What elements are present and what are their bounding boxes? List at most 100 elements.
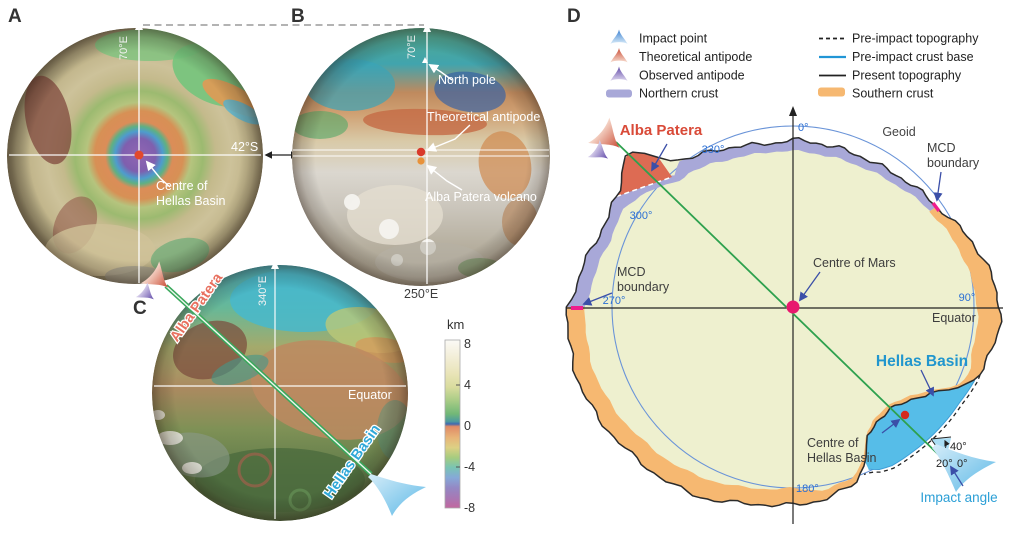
mcd-left-line2: boundary <box>617 280 670 294</box>
colorbar-title: km <box>447 317 464 332</box>
observed-antipode-flame-d <box>587 139 609 159</box>
impact-plume-c <box>368 474 426 516</box>
colorbar-tick-8: 8 <box>464 337 471 351</box>
mcd-right-line1: MCD <box>927 141 955 155</box>
mars-interior <box>566 137 1002 507</box>
alba-volcano-label: Alba Patera volcano <box>425 190 537 204</box>
legend-present-topography: Present topography <box>852 69 962 83</box>
trajectory-line-c-inner <box>165 285 372 475</box>
theoretical-antipode-label: Theoretical antipode <box>427 110 540 124</box>
theoretical-antipode-flame-c <box>140 261 169 288</box>
colorbar: km 8 4 0 -4 -8 <box>444 317 475 515</box>
meridian-arrow-b-icon <box>423 23 431 32</box>
panel-d: D Impact point Theoretical antipode Obse… <box>565 6 1003 524</box>
hellas-basin-region <box>865 380 975 470</box>
legend: Impact point Theoretical antipode Observ… <box>606 29 979 101</box>
leader-arrow-a <box>145 160 171 188</box>
angle-180: 180° <box>796 483 819 495</box>
angle-300: 300° <box>630 210 653 222</box>
hellas-centre-dot-a <box>134 150 144 160</box>
meridian-label-c: 340°E <box>257 276 269 306</box>
fan-label-20: 20° <box>936 458 953 470</box>
centre-of-mars-label: Centre of Mars <box>813 256 896 270</box>
panel-b: B 70°E North pole Theoretical antipode A… <box>291 6 550 301</box>
pre-impact-topography-dash-alba <box>616 176 673 198</box>
hellas-basin-label-d: Hellas Basin <box>876 353 968 370</box>
colorbar-tick-m8: -8 <box>464 501 475 515</box>
legend-pre-impact-crust-base: Pre-impact crust base <box>852 50 974 64</box>
impact-plume-d <box>932 444 996 492</box>
mcd-left-line1: MCD <box>617 265 645 279</box>
meridian-arrow-c-icon <box>271 260 279 269</box>
leader-theoretical-antipode <box>426 124 471 152</box>
legend-southern-crust: Southern crust <box>852 87 934 101</box>
observed-antipode-icon <box>610 66 628 81</box>
impact-point-icon <box>610 29 628 44</box>
latitude-label-a: 42°S <box>231 140 258 154</box>
angle-270: 270° <box>603 295 626 307</box>
centre-of-hellas-dot <box>900 410 910 420</box>
geoid-label: Geoid <box>882 125 915 139</box>
alba-patera-label-d: Alba Patera <box>620 122 703 139</box>
southern-crust-swatch <box>818 87 845 97</box>
centre-caption-line1: Centre of <box>156 179 208 193</box>
meridian-label-b: 70°E <box>406 35 418 59</box>
fan-label-40: 40° <box>950 441 967 453</box>
leader-centre-of-mars <box>798 271 821 302</box>
legend-observed-antipode: Observed antipode <box>639 69 745 83</box>
southern-crust-band <box>565 206 1002 507</box>
colorbar-tick-m4: -4 <box>464 460 475 474</box>
panel-d-label: D <box>567 6 581 27</box>
theoretical-antipode-dot <box>416 147 426 157</box>
north-pole-marker <box>422 57 428 63</box>
angle-0: 0° <box>798 122 809 134</box>
panel-a: A 70°E 42°S Centre of Hellas Basin <box>7 6 263 284</box>
angle-330: 330° <box>702 144 725 156</box>
colorbar-scale <box>444 339 461 509</box>
northern-crust-swatch <box>606 89 632 98</box>
leader-centre-of-hellas <box>881 418 901 434</box>
leader-impact-angle <box>950 465 964 487</box>
mars-cross-section: Alba Patera Geoid MCD boundary MCD bound… <box>565 106 1003 524</box>
leader-alba-volcano <box>426 164 463 191</box>
meridian-arrow-a-icon <box>135 21 143 30</box>
meridian-label-a: 70°E <box>118 36 130 60</box>
theoretical-antipode-flame-d <box>588 117 620 148</box>
fan-label-0: 0° <box>957 458 968 470</box>
leader-mcd-right <box>933 171 943 202</box>
centre-of-mars-dot <box>786 300 800 314</box>
leader-mcd-left <box>582 292 613 306</box>
impact-angle-label: Impact angle <box>920 490 997 505</box>
legend-pre-impact-topography: Pre-impact topography <box>852 32 979 46</box>
equator-label-c: Equator <box>348 388 392 402</box>
legend-impact-point: Impact point <box>639 32 708 46</box>
mcd-right-line2: boundary <box>927 156 980 170</box>
impact-trajectory-line <box>615 141 944 460</box>
centre-of-hellas-line1: Centre of <box>807 436 859 450</box>
polar-axis-arrow-icon <box>789 106 797 116</box>
panel-a-label: A <box>8 6 22 27</box>
leader-antipode-site <box>651 143 668 172</box>
panel-b-label: B <box>291 6 305 27</box>
colorbar-tick-4: 4 <box>464 378 471 392</box>
observed-antipode-flame-c <box>135 282 154 300</box>
mcd-tick-right <box>931 201 941 213</box>
pre-impact-topography-dash-hellas <box>863 374 981 476</box>
panel-c-label: C <box>133 298 147 319</box>
legend-theoretical-antipode: Theoretical antipode <box>639 50 752 64</box>
centre-caption-line2: Hellas Basin <box>156 194 226 208</box>
angle-90: 90° <box>959 292 976 304</box>
bottom-meridian-label-b: 250°E <box>404 287 438 301</box>
north-pole-label: North pole <box>438 73 496 87</box>
colorbar-tick-0: 0 <box>464 419 471 433</box>
theoretical-antipode-icon <box>610 47 628 63</box>
globe-b <box>292 28 550 286</box>
legend-northern-crust: Northern crust <box>639 87 719 101</box>
alba-volcano-dot <box>417 157 425 165</box>
fan-ray-40 <box>930 436 952 440</box>
leader-north-pole <box>428 63 453 81</box>
centre-of-hellas-line2: Hellas Basin <box>807 451 877 465</box>
panel-c: C 340°E Equator Alba Patera Hellas Basin <box>133 260 426 521</box>
